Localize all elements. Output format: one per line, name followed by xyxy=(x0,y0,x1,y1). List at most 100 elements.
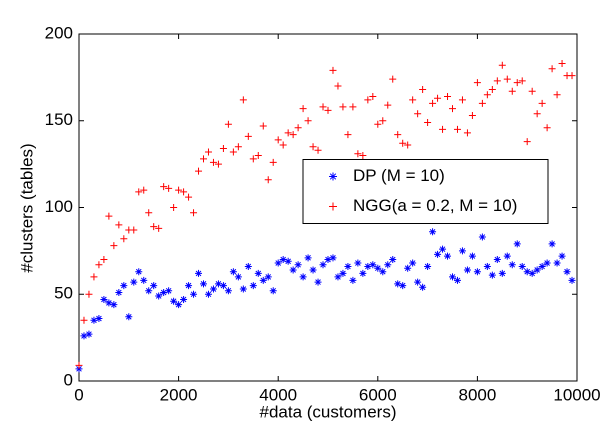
point xyxy=(244,132,252,140)
point xyxy=(185,193,193,201)
point xyxy=(399,282,407,290)
point xyxy=(170,204,178,211)
point xyxy=(209,158,217,166)
point xyxy=(279,256,287,264)
point xyxy=(528,87,536,95)
point xyxy=(269,287,277,295)
point xyxy=(543,259,551,267)
point xyxy=(553,91,561,99)
point xyxy=(219,145,227,153)
point xyxy=(200,155,207,163)
point xyxy=(473,79,481,87)
point xyxy=(309,266,317,274)
point xyxy=(354,259,362,267)
point xyxy=(488,271,496,279)
point xyxy=(399,139,407,147)
point xyxy=(110,242,118,250)
point xyxy=(429,228,437,236)
point xyxy=(389,256,397,264)
point xyxy=(120,235,128,243)
point xyxy=(155,292,163,300)
point xyxy=(314,278,322,286)
point xyxy=(289,266,297,274)
point xyxy=(145,287,153,295)
point xyxy=(374,264,382,272)
point xyxy=(269,158,277,166)
point xyxy=(379,117,387,125)
point xyxy=(80,332,88,340)
point xyxy=(359,269,367,277)
point xyxy=(349,276,357,284)
point xyxy=(224,287,232,295)
point xyxy=(449,105,456,113)
point xyxy=(429,99,437,107)
point xyxy=(498,269,506,277)
point xyxy=(125,313,133,321)
point xyxy=(264,273,272,281)
point xyxy=(414,110,422,118)
point xyxy=(568,72,576,80)
point xyxy=(185,282,193,290)
point xyxy=(483,91,491,99)
point xyxy=(304,254,312,262)
point xyxy=(434,250,442,258)
legend-marker xyxy=(329,202,337,211)
point xyxy=(165,287,173,295)
x-tick-label: 4000 xyxy=(259,385,297,404)
point xyxy=(518,77,526,85)
point xyxy=(145,209,153,217)
legend-marker xyxy=(329,172,337,181)
point xyxy=(444,252,452,260)
point xyxy=(419,86,427,94)
point xyxy=(444,92,452,100)
point xyxy=(304,117,312,125)
point xyxy=(449,273,456,281)
point xyxy=(284,257,292,265)
point xyxy=(463,129,471,137)
point xyxy=(229,148,237,156)
point xyxy=(349,103,357,111)
point xyxy=(439,125,447,133)
point xyxy=(548,65,556,73)
point xyxy=(190,290,198,298)
point xyxy=(90,316,98,324)
point xyxy=(274,259,282,267)
point xyxy=(334,82,342,90)
point xyxy=(160,289,168,297)
point xyxy=(344,262,352,270)
point xyxy=(518,262,526,270)
point xyxy=(294,261,302,269)
point xyxy=(190,209,198,217)
point xyxy=(419,283,427,291)
point xyxy=(214,280,222,288)
point xyxy=(463,266,471,274)
point xyxy=(80,316,88,324)
point xyxy=(309,143,317,151)
point xyxy=(130,278,138,286)
point xyxy=(140,186,148,194)
point xyxy=(195,269,203,277)
point xyxy=(314,146,322,154)
point xyxy=(299,105,307,113)
point xyxy=(75,361,83,369)
point xyxy=(229,268,237,276)
point xyxy=(120,282,128,290)
point xyxy=(329,66,337,74)
point xyxy=(249,282,257,290)
point xyxy=(329,254,337,262)
point xyxy=(324,256,332,264)
point xyxy=(319,261,327,269)
point xyxy=(195,167,203,175)
point xyxy=(523,138,531,146)
point xyxy=(234,143,242,151)
point xyxy=(95,315,103,323)
legend-label: NGG(a = 0.2, M = 10) xyxy=(353,196,517,215)
point xyxy=(513,240,521,248)
y-axis-label: #clusters (tables) xyxy=(17,143,36,272)
point xyxy=(424,262,432,270)
point xyxy=(160,183,168,191)
point xyxy=(379,268,387,276)
point xyxy=(244,262,252,270)
point xyxy=(364,96,372,104)
point xyxy=(115,221,123,229)
